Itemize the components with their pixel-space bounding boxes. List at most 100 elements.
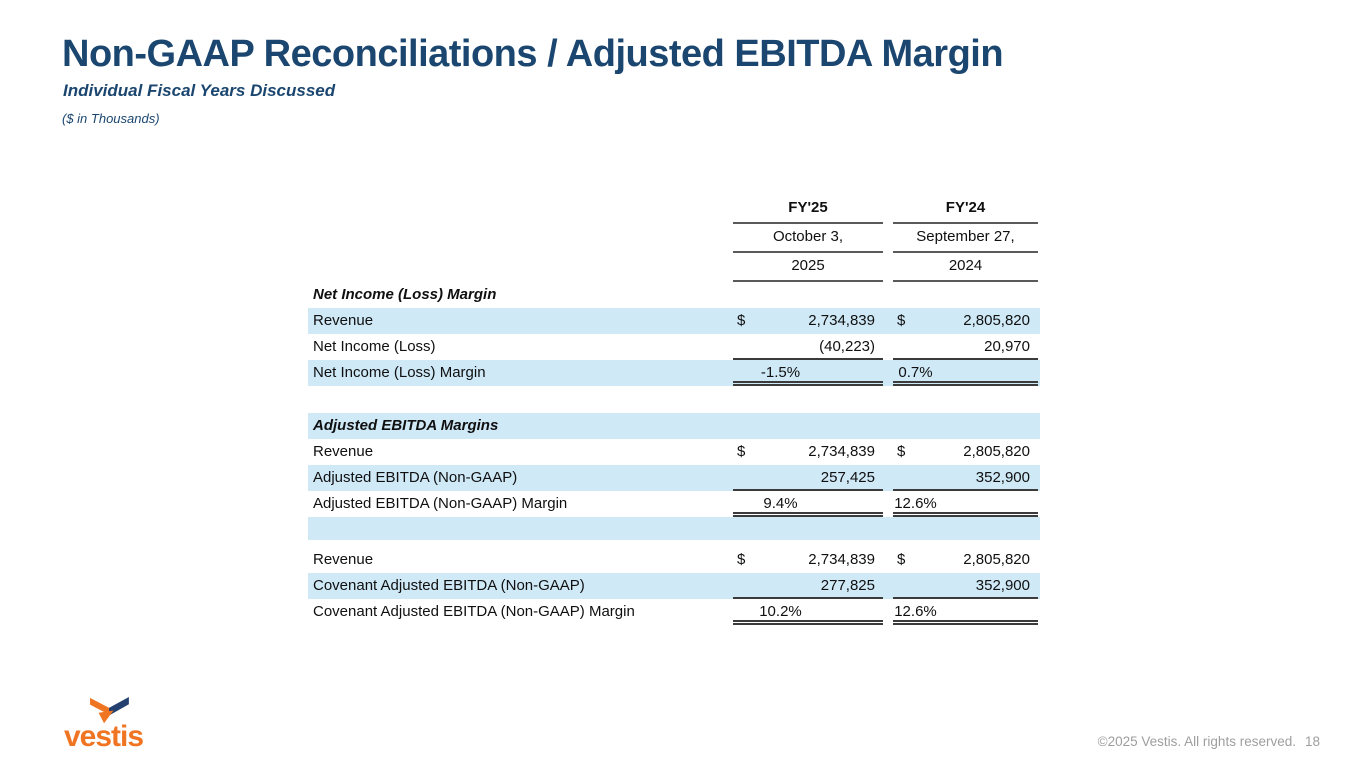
fy24-cell: $2,805,820 <box>893 547 1038 573</box>
table-header: FY'25 FY'24 October 3, September 27, 202… <box>308 195 1040 282</box>
row-label: Net Income (Loss) <box>313 338 436 355</box>
spacer-row <box>308 386 1040 413</box>
column-gap <box>883 308 893 334</box>
column-gap <box>883 334 893 360</box>
page-title: Non-GAAP Reconciliations / Adjusted EBIT… <box>62 33 1004 75</box>
fy25-cell <box>733 282 883 308</box>
spacer-row <box>308 517 1040 540</box>
column-gap <box>883 491 893 517</box>
section-row: Net Income (Loss) Margin <box>308 282 1040 308</box>
fy25-cell: (40,223) <box>733 334 883 360</box>
row-label: Net Income (Loss) Margin <box>313 364 486 381</box>
table-row: Revenue $2,734,839 $2,805,820 <box>308 308 1040 334</box>
header-label-spacer <box>308 253 733 282</box>
reconciliation-table: FY'25 FY'24 October 3, September 27, 202… <box>308 195 1040 625</box>
row-label: Covenant Adjusted EBITDA (Non-GAAP) Marg… <box>313 603 635 620</box>
table-row: Revenue $2,734,839 $2,805,820 <box>308 439 1040 465</box>
column-gap <box>883 224 893 253</box>
fy25-cell: 257,425 <box>733 465 883 491</box>
table-row: Net Income (Loss) Margin -1.5% 0.7% <box>308 360 1040 386</box>
vestis-logo: vestis <box>64 697 174 752</box>
vestis-logo-text: vestis <box>64 720 144 753</box>
slide-subtitle: Individual Fiscal Years Discussed <box>63 81 336 100</box>
column-gap <box>883 599 893 625</box>
column-gap <box>883 253 893 282</box>
fy24-value: 12.6% <box>894 603 937 620</box>
column-gap <box>883 282 893 308</box>
fy25-cell <box>733 413 883 439</box>
currency-symbol: $ <box>897 551 906 568</box>
fy24-cell <box>893 413 1038 439</box>
column-gap <box>883 439 893 465</box>
fy25-value: -1.5% <box>760 364 801 381</box>
fy25-cell: $2,734,839 <box>733 439 883 465</box>
row-label: Adjusted EBITDA Margins <box>313 417 499 434</box>
fy24-cell: 12.6% <box>893 491 1038 517</box>
fy24-value: 0.7% <box>898 364 933 381</box>
page-number: 18 <box>1304 734 1320 749</box>
table-row: Adjusted EBITDA (Non-GAAP) 257,425 352,900 <box>308 465 1040 491</box>
row-label: Adjusted EBITDA (Non-GAAP) Margin <box>313 495 568 512</box>
fy24-cell <box>893 282 1038 308</box>
fy24-value: 352,900 <box>975 577 1030 594</box>
header-row-date: October 3, September 27, <box>308 224 1040 253</box>
row-label: Revenue <box>313 551 374 568</box>
table-row: Covenant Adjusted EBITDA (Non-GAAP) 277,8… <box>308 573 1040 599</box>
fy24-value: 352,900 <box>975 469 1030 486</box>
footer-copyright: ©2025 Vestis. All rights reserved. 18 <box>1098 734 1320 749</box>
fy25-value: 10.2% <box>759 603 802 620</box>
table-row: Net Income (Loss) (40,223) 20,970 <box>308 334 1040 360</box>
currency-symbol: $ <box>737 443 746 460</box>
col-header-fy25: FY'25 <box>733 195 883 224</box>
fy25-value: 2,734,839 <box>808 443 875 460</box>
fy24-cell: 0.7% <box>893 360 1038 386</box>
fy25-cell: $2,734,839 <box>733 308 883 334</box>
fy24-cell: 352,900 <box>893 465 1038 491</box>
column-gap <box>883 465 893 491</box>
fy25-value: 257,425 <box>820 469 875 486</box>
table-row: Adjusted EBITDA (Non-GAAP) Margin 9.4% 12.… <box>308 491 1040 517</box>
header-row-year: 2025 2024 <box>308 253 1040 282</box>
fy25-cell: -1.5% <box>733 360 883 386</box>
row-label: Revenue <box>313 312 374 329</box>
header-row-fiscal-year: FY'25 FY'24 <box>308 195 1040 224</box>
units-note: ($ in Thousands) <box>62 111 160 126</box>
fy25-value: 9.4% <box>763 495 798 512</box>
fy24-value: 20,970 <box>984 338 1030 355</box>
fy25-value: 2,734,839 <box>808 551 875 568</box>
fy25-cell: 10.2% <box>733 599 883 625</box>
col-date-fy25: October 3, <box>733 224 883 253</box>
header-label-spacer <box>308 195 733 224</box>
fy25-value: (40,223) <box>819 338 875 355</box>
fy24-value: 2,805,820 <box>963 551 1030 568</box>
fy24-cell: $2,805,820 <box>893 439 1038 465</box>
header-label-spacer <box>308 224 733 253</box>
col-year-fy25: 2025 <box>733 253 883 282</box>
col-header-fy24: FY'24 <box>893 195 1038 224</box>
table-row: Covenant Adjusted EBITDA (Non-GAAP) Marg… <box>308 599 1040 625</box>
section-row: Adjusted EBITDA Margins <box>308 413 1040 439</box>
col-date-fy24: September 27, <box>893 224 1038 253</box>
column-gap <box>883 573 893 599</box>
column-gap <box>883 413 893 439</box>
spacer-row <box>308 540 1040 547</box>
row-label: Covenant Adjusted EBITDA (Non-GAAP) <box>313 577 585 594</box>
row-label: Adjusted EBITDA (Non-GAAP) <box>313 469 518 486</box>
currency-symbol: $ <box>897 443 906 460</box>
column-gap <box>883 547 893 573</box>
table-row: Revenue $2,734,839 $2,805,820 <box>308 547 1040 573</box>
row-label: Net Income (Loss) Margin <box>313 286 497 303</box>
vestis-logo-icon <box>90 697 129 724</box>
fy24-cell: 12.6% <box>893 599 1038 625</box>
fy24-value: 12.6% <box>894 495 937 512</box>
fy24-cell: 20,970 <box>893 334 1038 360</box>
currency-symbol: $ <box>897 312 906 329</box>
fy24-value: 2,805,820 <box>963 312 1030 329</box>
fy25-cell: $2,734,839 <box>733 547 883 573</box>
column-gap <box>883 195 893 224</box>
fy25-cell: 9.4% <box>733 491 883 517</box>
row-label: Revenue <box>313 443 374 460</box>
fy24-cell: 352,900 <box>893 573 1038 599</box>
fy25-value: 277,825 <box>820 577 875 594</box>
